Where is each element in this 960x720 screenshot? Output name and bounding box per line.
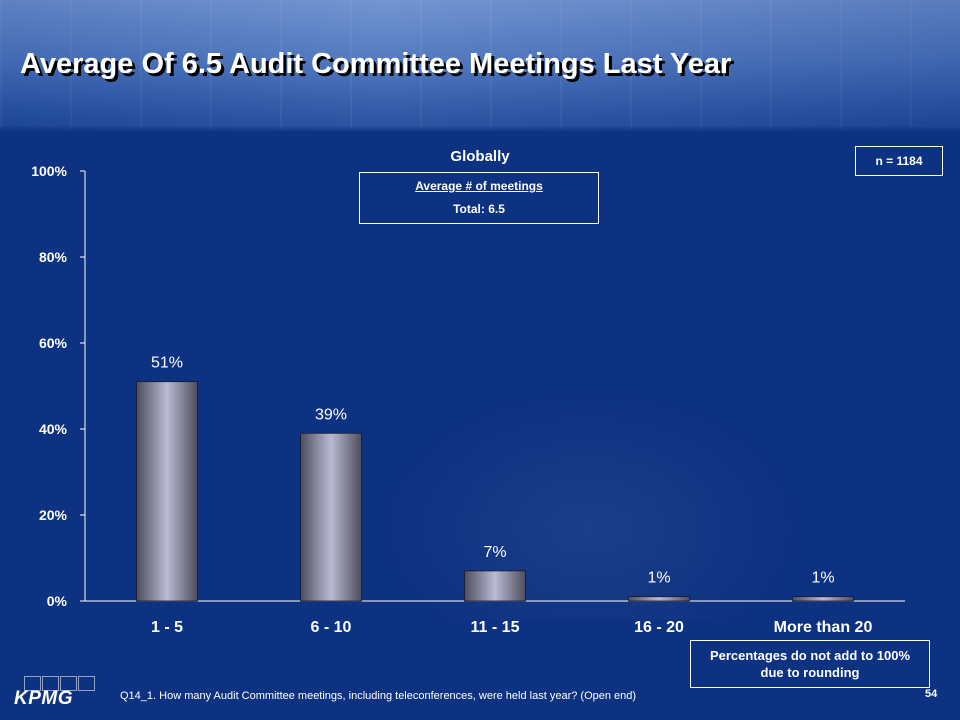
background-photo <box>380 390 800 620</box>
kpmg-logo: KPMG <box>14 676 98 709</box>
average-box: Average # of meetings Total: 6.5 <box>359 172 599 224</box>
average-value: Total: 6.5 <box>453 202 505 216</box>
average-label: Average # of meetings <box>415 179 543 193</box>
logo-boxes-icon <box>24 676 96 696</box>
y-tick-label: 80% <box>39 249 68 265</box>
data-label: 1% <box>647 570 670 587</box>
chart-subtitle: Globally <box>450 148 510 165</box>
page-number: 54 <box>925 688 938 700</box>
data-label: 39% <box>315 406 347 423</box>
bar <box>136 381 198 602</box>
page-title: Average Of 6.5 Audit Committee Meetings … <box>20 48 732 80</box>
header-banner <box>0 0 960 132</box>
x-tick-label: 11 - 15 <box>471 619 520 636</box>
x-tick-label: 16 - 20 <box>634 619 684 636</box>
x-tick-label: More than 20 <box>774 619 873 636</box>
logo-text: KPMG <box>14 688 73 709</box>
y-tick-label: 40% <box>39 421 68 437</box>
bar <box>628 596 690 602</box>
data-label: 7% <box>483 544 506 561</box>
bar <box>464 570 526 602</box>
question-footnote: Q14_1. How many Audit Committee meetings… <box>120 690 637 702</box>
bar <box>792 596 854 602</box>
data-label: 1% <box>811 570 834 587</box>
x-tick-label: 1 - 5 <box>151 619 183 636</box>
x-tick-label: 6 - 10 <box>311 619 352 636</box>
bar <box>300 432 362 602</box>
data-label: 51% <box>151 355 183 372</box>
rounding-note: Percentages do not add to 100% due to ro… <box>690 640 930 688</box>
y-tick-label: 0% <box>47 593 68 609</box>
y-tick-label: 100% <box>31 163 67 179</box>
y-tick-label: 20% <box>39 507 68 523</box>
sample-size-box: n = 1184 <box>855 146 943 176</box>
y-tick-label: 60% <box>39 335 68 351</box>
